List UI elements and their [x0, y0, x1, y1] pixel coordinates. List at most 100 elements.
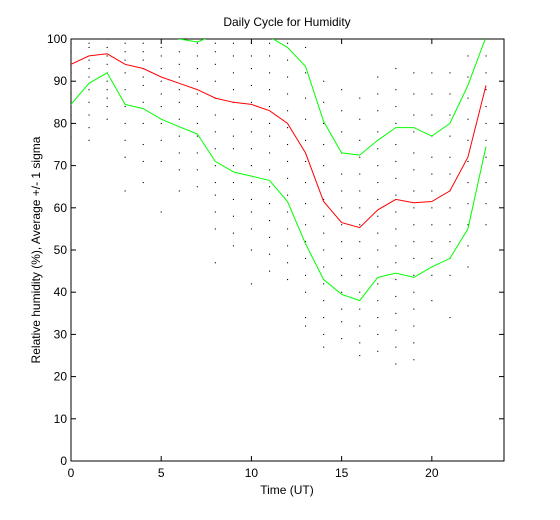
scatter-point	[214, 194, 216, 196]
scatter-point	[287, 245, 289, 247]
axis-ticks: 0 5 10 15 20 0 10 20 30 40 50 60 70 80 90 100	[47, 32, 504, 480]
scatter-point	[269, 169, 271, 171]
scatter-point	[71, 114, 72, 116]
scatter-point	[395, 346, 397, 348]
scatter-point	[377, 110, 379, 112]
scatter-point	[287, 110, 289, 112]
scatter-point	[413, 152, 415, 154]
scatter-point	[359, 257, 361, 259]
scatter-point	[431, 300, 433, 302]
scatter-point	[341, 207, 343, 209]
x-tick-label: 10	[245, 466, 259, 480]
scatter-point	[413, 342, 415, 344]
scatter-point	[124, 190, 126, 192]
scatter-point	[359, 241, 361, 243]
scatter-point	[305, 325, 307, 327]
scatter-point	[178, 51, 180, 53]
scatter-point	[341, 321, 343, 323]
scatter-point	[178, 101, 180, 103]
scatter-point	[269, 135, 271, 137]
scatter-point	[431, 241, 433, 243]
scatter-point	[269, 72, 271, 74]
scatter-point	[323, 249, 325, 251]
scatter-point	[323, 333, 325, 335]
scatter-point	[323, 165, 325, 167]
scatter-point	[323, 144, 325, 146]
scatter-point	[196, 68, 198, 70]
scatter-point	[124, 139, 126, 141]
scatter-point	[214, 262, 216, 264]
scatter-point	[232, 118, 234, 120]
scatter-point	[106, 80, 108, 82]
y-tick-label: 90	[54, 74, 68, 88]
scatter-point	[449, 317, 451, 319]
scatter-point	[287, 144, 289, 146]
scatter-point	[431, 224, 433, 226]
scatter-point	[395, 106, 397, 108]
scatter-point	[467, 76, 469, 78]
scatter-point	[341, 291, 343, 293]
scatter-point	[467, 139, 469, 141]
scatter-point	[413, 190, 415, 192]
scatter-point	[287, 59, 289, 61]
scatter-point	[160, 46, 162, 48]
scatter-point	[160, 139, 162, 141]
scatter-point	[359, 97, 361, 99]
scatter-point	[359, 325, 361, 327]
scatter-point	[178, 152, 180, 154]
scatter-point	[413, 274, 415, 276]
scatter-point	[359, 156, 361, 158]
scatter-point	[106, 46, 108, 48]
scatter-point	[377, 148, 379, 150]
scatter-point	[269, 203, 271, 205]
scatter-point	[287, 194, 289, 196]
scatter-point	[232, 135, 234, 137]
scatter-point	[250, 84, 252, 86]
scatter-point	[287, 160, 289, 162]
scatter-point	[196, 186, 198, 188]
scatter-point	[214, 51, 216, 53]
scatter-point	[178, 169, 180, 171]
scatter-point	[232, 215, 234, 217]
scatter-point	[467, 97, 469, 99]
scatter-point	[467, 203, 469, 205]
scatter-point	[413, 257, 415, 259]
scatter-point	[305, 72, 307, 74]
scatter-point	[160, 211, 162, 213]
scatter-point	[305, 182, 307, 184]
scatter-point	[449, 207, 451, 209]
scatter-point	[377, 317, 379, 319]
scatter-point	[395, 262, 397, 264]
scatter-point	[395, 363, 397, 365]
chart-title: Daily Cycle for Humidity	[223, 15, 350, 29]
x-tick-label: 5	[158, 466, 165, 480]
scatter-point	[178, 89, 180, 91]
scatter-point	[359, 355, 361, 357]
scatter-point	[323, 101, 325, 103]
x-axis-label: Time (UT)	[260, 483, 314, 497]
scatter-point	[377, 249, 379, 251]
x-tick-label: 15	[335, 466, 349, 480]
scatter-point	[269, 270, 271, 272]
scatter-point	[196, 169, 198, 171]
scatter-point	[359, 274, 361, 276]
scatter-point	[323, 283, 325, 285]
scatter-point	[287, 262, 289, 264]
scatter-point	[359, 207, 361, 209]
scatter-point	[287, 42, 289, 44]
scatter-point	[305, 97, 307, 99]
scatter-point	[431, 114, 433, 116]
scatter-point	[71, 93, 72, 95]
x-tick-label: 20	[425, 466, 439, 480]
scatter-point	[269, 42, 271, 44]
scatter-point	[196, 93, 198, 95]
scatter-point	[232, 165, 234, 167]
scatter-point	[305, 203, 307, 205]
scatter-point	[269, 220, 271, 222]
scatter-point	[269, 89, 271, 91]
scatter-point	[232, 245, 234, 247]
y-tick-label: 70	[54, 159, 68, 173]
scatter-point	[269, 186, 271, 188]
scatter-point	[485, 122, 487, 124]
scatter-point	[377, 165, 379, 167]
